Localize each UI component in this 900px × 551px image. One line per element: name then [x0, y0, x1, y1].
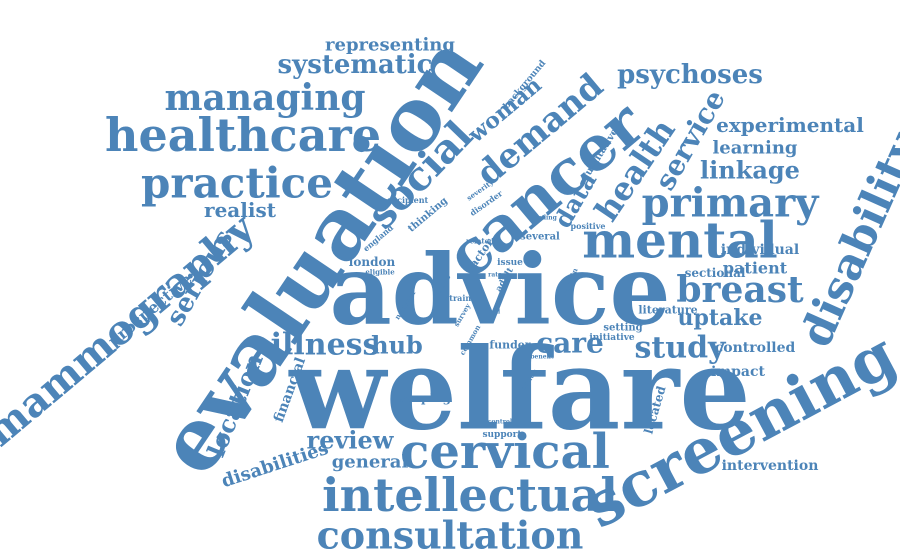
word-initiative: initiative: [589, 333, 635, 343]
word-psychoses: psychoses: [617, 60, 763, 90]
word-setting: setting: [603, 323, 642, 334]
word-related: related: [466, 237, 494, 246]
word-healthcare: healthcare: [105, 108, 381, 162]
word-recipient: recipient: [388, 195, 429, 205]
word-experimental: experimental: [716, 113, 864, 137]
word-practice: practice: [141, 159, 333, 208]
word-review: review: [307, 426, 395, 455]
word-impact: impact: [711, 364, 766, 380]
word-advice: advice: [329, 234, 670, 347]
word-patient: patient: [723, 259, 788, 278]
word-managing: managing: [164, 77, 365, 119]
word-learning: learning: [712, 138, 797, 159]
word-london: london: [349, 255, 396, 269]
word-mental: mental: [582, 211, 778, 270]
word-illness: illness: [271, 328, 380, 363]
word-positive: positive: [571, 221, 606, 231]
word-issue: issue: [497, 258, 523, 268]
word-representing: representing: [325, 35, 455, 56]
word-realist: realist: [204, 198, 277, 222]
word-benefit: benefit: [530, 354, 554, 361]
word-consultation: consultation: [317, 513, 584, 551]
word-welfare: welfare: [288, 325, 750, 456]
word-strain: strain: [445, 293, 472, 303]
word-several: several: [520, 232, 560, 243]
word-sectional: sectional: [685, 266, 746, 280]
word-primary: primary: [642, 180, 821, 227]
word-systematic: systematic: [277, 50, 432, 80]
word-scoping: scoping: [399, 391, 452, 405]
word-study: study: [635, 331, 728, 366]
word-intellectual: intellectual: [322, 468, 618, 522]
word-hub: hub: [371, 331, 423, 360]
word-finding: finding: [533, 215, 558, 222]
word-linkage: linkage: [700, 156, 800, 185]
word-breast: breast: [676, 269, 804, 311]
word-control: control: [488, 419, 513, 426]
word-odd: odd: [488, 309, 501, 316]
word-support: support: [482, 430, 522, 440]
word-intervention: intervention: [722, 458, 819, 474]
word-literature: literature: [638, 304, 697, 317]
word-uptake: uptake: [677, 305, 762, 331]
word-individual: individual: [721, 242, 799, 258]
word-disability: disability: [790, 124, 900, 354]
word-general: general: [332, 452, 409, 473]
word-funder: funder: [489, 339, 530, 352]
word-rate: rate: [488, 272, 502, 279]
word-eligible: eligible: [365, 268, 395, 277]
word-care: care: [536, 327, 604, 360]
word-controlled: controlled: [715, 340, 796, 356]
word-cervical: cervical: [400, 424, 610, 480]
